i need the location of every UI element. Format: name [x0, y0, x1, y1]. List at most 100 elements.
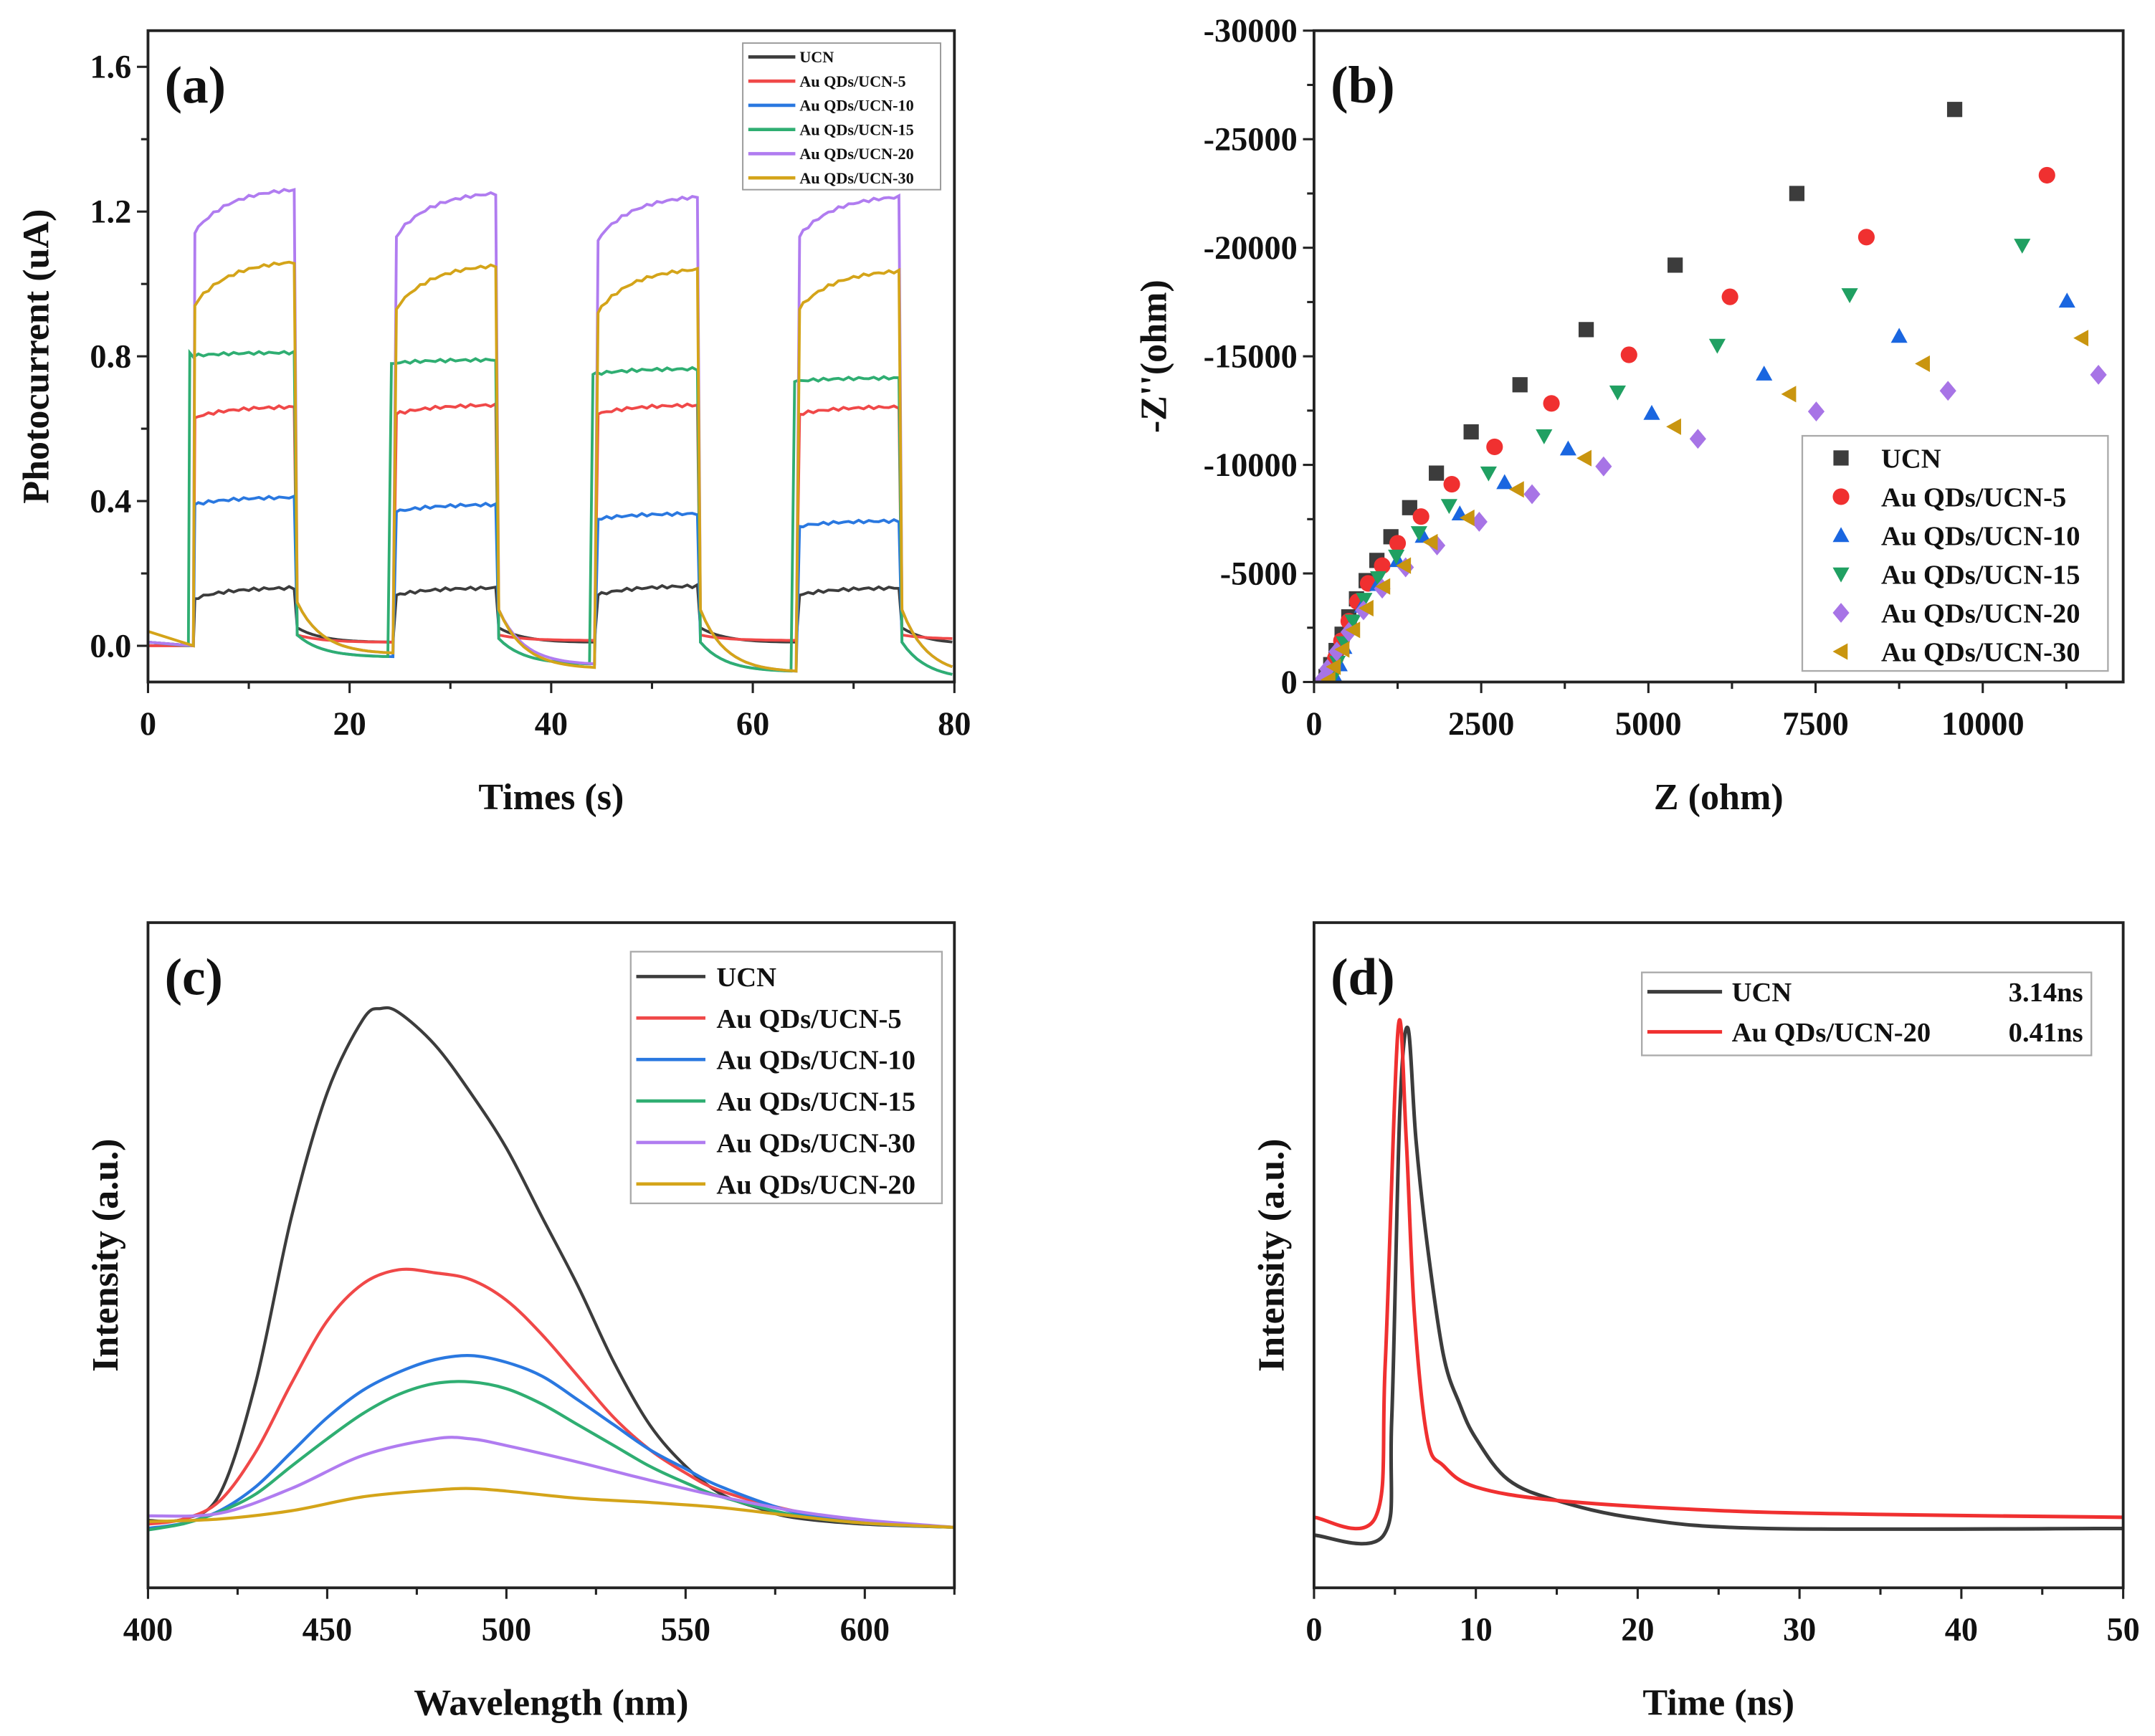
x-tick-label: 10000	[1941, 706, 2025, 743]
series-line	[148, 1354, 955, 1530]
y-axis-label: Photocurrent (uA)	[16, 209, 57, 503]
y-tick-label: -5000	[1220, 555, 1298, 592]
data-point	[1576, 449, 1592, 467]
x-tick-label: 40	[535, 706, 568, 743]
y-tick-label: 1.2	[90, 194, 131, 231]
legend-label: Au QDs/UCN-15	[799, 120, 914, 138]
y-tick-label: 0	[1281, 664, 1298, 701]
x-axis-label: Times (s)	[478, 777, 624, 818]
data-point	[1396, 557, 1412, 574]
legend: UCN Au QDs/UCN-5 Au QDs/UCN-10 Au QDs/UCN-1…	[1801, 434, 2109, 672]
data-point	[1402, 500, 1417, 515]
data-point	[1480, 466, 1497, 482]
x-tick-label: 40	[1945, 1612, 1978, 1649]
legend-marker	[1832, 488, 1850, 505]
data-point	[1356, 593, 1373, 608]
y-tick-label: -10000	[1204, 447, 1298, 484]
data-point	[1412, 508, 1429, 525]
y-tick-label: -15000	[1204, 339, 1298, 376]
data-point	[1857, 229, 1875, 246]
data-point	[1543, 395, 1560, 412]
y-axis-label: Intensity (a.u.)	[1251, 1138, 1292, 1372]
data-point	[1946, 102, 1963, 118]
data-point	[1512, 377, 1528, 393]
legend-label: Au QDs/UCN-30	[1881, 638, 2080, 668]
legend-marker	[1833, 450, 1849, 466]
x-tick-label: 2500	[1448, 706, 1515, 743]
data-point	[1422, 533, 1438, 550]
legend-box	[742, 42, 941, 191]
data-point	[1326, 658, 1341, 675]
series-line	[148, 1436, 955, 1529]
series-line	[148, 348, 953, 676]
legend-marker	[1832, 643, 1848, 660]
panel-b: 0 2500 5000 7500 10000 0 -5000 -10000 -15000 -200…	[1133, 13, 2125, 818]
legend-lifetime: 0.41ns	[2009, 1018, 2083, 1048]
data-point	[1595, 456, 1612, 477]
plot-area	[1313, 1018, 2123, 1546]
data-point	[1496, 474, 1513, 490]
x-tick-label: 400	[123, 1612, 173, 1649]
panel-label: (d)	[1331, 948, 1395, 1006]
series-line	[148, 494, 953, 676]
legend-label: Au QDs/UCN-10	[716, 1046, 915, 1076]
data-point	[1344, 614, 1361, 630]
series-line	[148, 1267, 955, 1529]
data-point	[1443, 475, 1460, 493]
legend-label: UCN	[1881, 444, 1941, 474]
data-point	[1708, 338, 1726, 354]
data-point	[1756, 366, 1773, 381]
series-line	[148, 1487, 955, 1529]
data-point	[1359, 599, 1374, 617]
series-line	[148, 1380, 955, 1532]
x-tick-label: 500	[482, 1612, 531, 1649]
data-point	[1486, 438, 1503, 456]
x-axis-label: Wavelength (nm)	[414, 1683, 688, 1724]
legend-box	[629, 950, 943, 1205]
y-axis-label: -Z''(ohm)	[1133, 280, 1174, 433]
data-point	[1523, 484, 1541, 505]
legend-label: Au QDs/UCN-15	[716, 1087, 915, 1117]
y-tick-label: -30000	[1204, 13, 1298, 49]
legend-marker	[1832, 527, 1850, 543]
legend-label: UCN	[799, 48, 834, 66]
data-point	[1388, 549, 1405, 565]
data-point	[2090, 364, 2107, 385]
series-line	[1313, 1018, 2123, 1531]
series-line	[148, 260, 953, 673]
data-point	[1807, 401, 1825, 421]
legend-label: Au QDs/UCN-10	[1881, 521, 2080, 551]
panel-label: (c)	[165, 948, 223, 1006]
x-tick-label: 0	[1305, 706, 1322, 743]
x-tick-label: 550	[661, 1612, 710, 1649]
data-point	[1429, 465, 1445, 481]
data-point	[1345, 621, 1361, 639]
data-point	[1559, 440, 1576, 456]
legend: UCN Au QDs/UCN-5 Au QDs/UCN-10 Au QDs/UCN-1…	[629, 950, 943, 1205]
data-point	[1375, 578, 1391, 595]
x-tick-label: 20	[1621, 1612, 1654, 1649]
panel-a: 0 20 40 60 80 0.0 0.4 0.8 1.2 1.6 Times (s) Photocu…	[16, 29, 971, 818]
x-tick-label: 0	[1305, 1612, 1322, 1649]
legend-label: Au QDs/UCN-15	[1881, 561, 2080, 591]
legend-label: UCN	[716, 963, 776, 993]
data-point	[1781, 386, 1797, 403]
legend-box	[1641, 971, 2093, 1057]
panel-label: (b)	[1331, 56, 1395, 114]
data-point	[1374, 557, 1391, 574]
panel-label: (a)	[165, 56, 226, 114]
data-point	[1463, 424, 1479, 440]
data-point	[1459, 509, 1475, 527]
x-tick-label: 20	[333, 706, 366, 743]
legend-label: Au QDs/UCN-20	[716, 1170, 915, 1200]
data-point	[1915, 355, 1930, 372]
data-point	[1666, 418, 1681, 435]
plot-area	[148, 188, 953, 676]
legend-lifetime: 3.14ns	[2009, 978, 2083, 1008]
legend-label: Au QDs/UCN-5	[1881, 482, 2066, 512]
data-point	[1410, 526, 1427, 541]
legend-label: Au QDs/UCN-30	[716, 1128, 915, 1158]
legend-label: UCN	[1732, 978, 1792, 1008]
x-tick-label: 10	[1460, 1612, 1493, 1649]
